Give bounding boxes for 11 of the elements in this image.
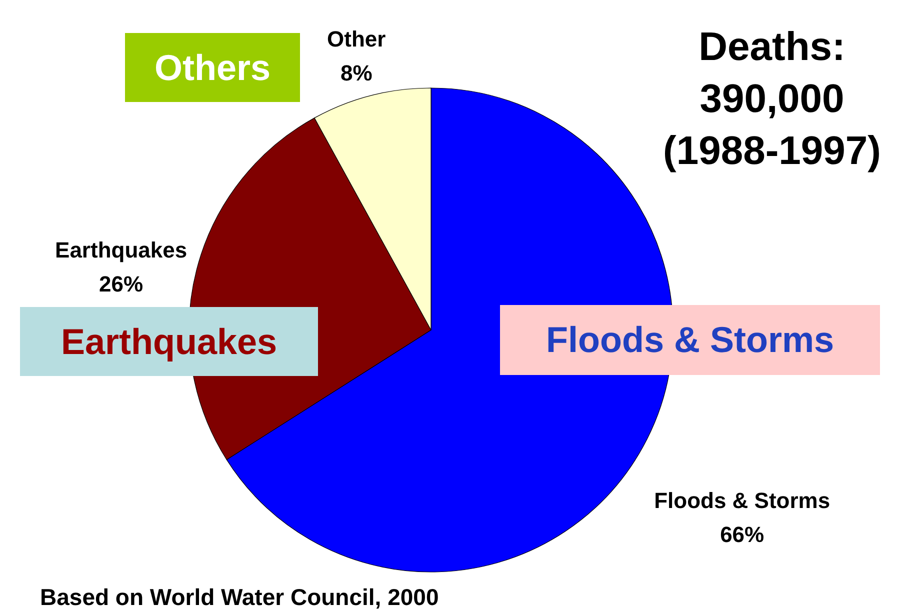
- text: Earthquakes: [20, 307, 318, 376]
- slice-label: Other: [327, 26, 386, 52]
- text: Others: [125, 33, 300, 102]
- slice-label: Floods & Storms: [654, 488, 830, 514]
- slice-label: Earthquakes: [55, 237, 188, 262]
- data-label: 66%: [720, 522, 764, 548]
- data-label: 8%: [340, 60, 372, 86]
- text: Based on World Water Council, 2000: [40, 584, 439, 610]
- text: Deaths: 390,000 (1988-1997): [663, 25, 881, 173]
- text: Floods & Storms: [500, 305, 880, 375]
- data-label: 26%: [99, 271, 144, 296]
